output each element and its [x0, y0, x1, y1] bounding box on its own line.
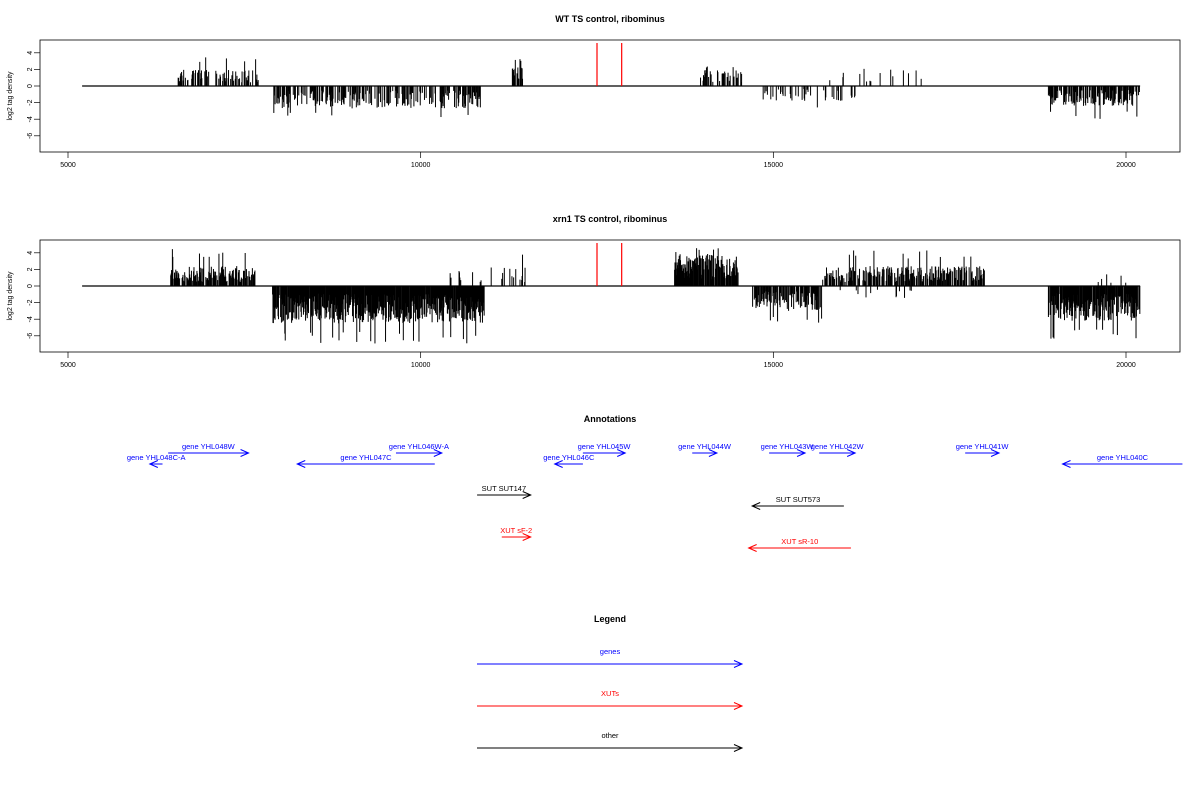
- annotation-label: XUT sR-10: [781, 537, 818, 546]
- annotation-label: gene YHL040C: [1097, 453, 1149, 462]
- arrow-head: [846, 449, 857, 457]
- y-tick-label: -2: [27, 299, 34, 305]
- arrow-head: [1061, 460, 1071, 468]
- xrn1-bars: [82, 248, 1141, 344]
- y-tick-label: -4: [27, 116, 34, 122]
- legend-label: XUTs: [601, 689, 619, 698]
- x-tick-label: 20000: [1116, 362, 1136, 369]
- xrn1-plot-frame: [39, 239, 1181, 353]
- annotation-arrow: [148, 460, 163, 468]
- annotation-arrow: [1061, 460, 1183, 468]
- arrow-head: [522, 533, 532, 541]
- annotation-arrow: [501, 533, 532, 541]
- y-tick-label: 2: [27, 67, 34, 71]
- annotation-label: XUT sF-2: [500, 526, 532, 535]
- arrow-head: [433, 449, 444, 457]
- arrow-head: [750, 502, 761, 510]
- arrow-head: [240, 449, 250, 457]
- arrow-head: [553, 460, 563, 468]
- annotation-arrow: [582, 449, 627, 457]
- annotation-label: gene YHL046C: [543, 453, 595, 462]
- arrow-head: [148, 460, 159, 468]
- xrn1-panel-title: xrn1 TS control, ribominus: [553, 214, 668, 224]
- annotation-label: gene YHL044W: [678, 442, 732, 451]
- y-tick-label: -6: [27, 333, 34, 339]
- legend-arrow: [477, 702, 744, 710]
- annotation-label: gene YHL046W-A: [389, 442, 449, 451]
- y-tick-label: -2: [27, 99, 34, 105]
- annotation-arrow: [747, 544, 851, 552]
- y-tick-label: 0: [27, 284, 34, 288]
- xrn1-markers: [596, 243, 623, 286]
- annotation-label: gene YHL047C: [340, 453, 392, 462]
- wt-y-axis: 4 2 0 -2 -4 -6: [27, 51, 40, 139]
- x-tick-label: 10000: [411, 362, 431, 369]
- annotation-arrow: [965, 449, 1001, 457]
- legend-label: genes: [600, 647, 621, 656]
- wt-panel: WT TS control, ribominus log2 tag densit…: [7, 14, 1181, 169]
- arrow-head: [733, 744, 744, 752]
- xrn1-y-axis: 4 2 0 -2 -4 -6: [27, 251, 40, 339]
- annotation-label: SUT SUT147: [482, 484, 526, 493]
- annotation-arrow: [168, 449, 250, 457]
- y-tick-label: -6: [27, 133, 34, 139]
- annotation-arrow: [553, 460, 583, 468]
- x-tick-label: 20000: [1116, 162, 1136, 169]
- y-tick-label: 4: [27, 51, 34, 55]
- arrow-head: [617, 449, 627, 457]
- wt-plot-frame: [39, 39, 1181, 153]
- annotation-label: gene YHL041W: [956, 442, 1010, 451]
- annotation-arrow: [819, 449, 857, 457]
- arrow-head: [990, 449, 1001, 457]
- xrn1-x-axis: 5000 10000 15000 20000: [60, 352, 1136, 369]
- legend-arrow: [477, 660, 744, 668]
- wt-markers: [596, 43, 623, 86]
- annotation-arrow: [750, 502, 844, 510]
- annotation-arrow: [769, 449, 807, 457]
- annotations-title: Annotations: [584, 414, 637, 424]
- arrow-head: [796, 449, 807, 457]
- xrn1-panel: xrn1 TS control, ribominus log2 tag dens…: [7, 214, 1181, 369]
- annotation-label: gene YHL048W: [182, 442, 236, 451]
- x-tick-label: 10000: [411, 162, 431, 169]
- arrow-head: [733, 702, 744, 710]
- annotation-arrow: [395, 449, 444, 457]
- wt-y-axis-label: log2 tag density: [7, 71, 14, 121]
- legend-title: Legend: [594, 614, 626, 624]
- annotation-arrow: [295, 460, 435, 468]
- arrow-head: [747, 544, 757, 552]
- legend-label: other: [601, 731, 619, 740]
- x-tick-label: 15000: [764, 362, 784, 369]
- annotation-label: gene YHL043W: [761, 442, 815, 451]
- y-tick-label: -4: [27, 316, 34, 322]
- x-tick-label: 5000: [60, 162, 76, 169]
- wt-panel-title: WT TS control, ribominus: [555, 14, 665, 24]
- wt-x-axis: 5000 10000 15000 20000: [60, 152, 1136, 169]
- annotation-label: gene YHL048C-A: [127, 453, 186, 462]
- arrow-head: [708, 449, 719, 457]
- legend-arrow: [477, 744, 744, 752]
- y-tick-label: 4: [27, 251, 34, 255]
- arrow-head: [733, 660, 744, 668]
- y-tick-label: 2: [27, 267, 34, 271]
- x-tick-label: 15000: [764, 162, 784, 169]
- annotation-arrow: [477, 491, 532, 499]
- annotations-track: gene YHL048C-A gene YHL048W gene YHL047C ge…: [127, 442, 1183, 552]
- annotation-label: SUT SUT573: [776, 495, 820, 504]
- annotation-label: gene YHL042W: [811, 442, 865, 451]
- arrow-head: [295, 460, 306, 468]
- x-tick-label: 5000: [60, 362, 76, 369]
- arrow-head: [522, 491, 532, 499]
- legend: genes XUTs other: [477, 647, 744, 752]
- wt-bars: [82, 57, 1141, 119]
- y-tick-label: 0: [27, 84, 34, 88]
- annotation-label: gene YHL045W: [578, 442, 632, 451]
- annotation-arrow: [692, 449, 719, 457]
- xrn1-y-axis-label: log2 tag density: [7, 271, 14, 321]
